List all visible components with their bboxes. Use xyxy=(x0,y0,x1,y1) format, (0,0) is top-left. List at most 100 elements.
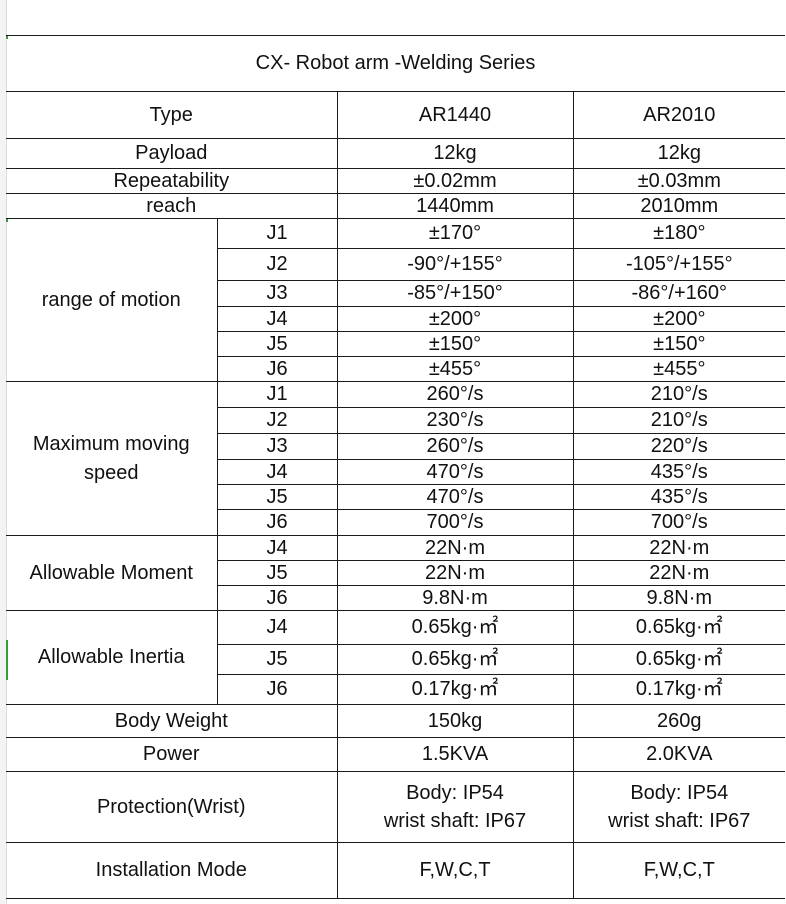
value-ar2010: ±180° xyxy=(572,218,786,249)
joint-label: J4 xyxy=(216,459,338,485)
value-ar1440: 150kg xyxy=(336,704,574,738)
value-ar1440: 0.65kg·㎡ xyxy=(336,644,574,675)
value-ar1440: Body: IP54 wrist shaft: IP67 xyxy=(336,771,574,843)
row-label: Repeatability xyxy=(6,168,338,194)
value-ar2010: 2.0KVA xyxy=(572,737,786,772)
value-ar1440: 470°/s xyxy=(336,459,574,485)
group-label: Allowable Moment xyxy=(6,535,218,611)
row-label: Payload xyxy=(6,138,338,169)
table-row: range of motion J1 ±170° ±180° xyxy=(6,218,786,382)
value-ar1440: 0.17kg·㎡ xyxy=(336,674,574,705)
value-ar2010: ±200° xyxy=(572,306,786,332)
value-ar1440: ±0.02mm xyxy=(336,168,574,194)
value-ar1440: ±455° xyxy=(336,356,574,382)
value-ar2010: -86°/+160° xyxy=(572,280,786,307)
row-label: Body Weight xyxy=(6,704,338,738)
joint-label: J2 xyxy=(216,248,338,281)
value-ar1440: ±150° xyxy=(336,331,574,357)
value-ar2010: ±0.03mm xyxy=(572,168,786,194)
value-ar1440: 260°/s xyxy=(336,381,574,408)
value-ar1440: 22N·m xyxy=(336,535,574,561)
table-row: J5 22N·m 22N·m xyxy=(6,560,786,586)
value-ar1440: -85°/+150° xyxy=(336,280,574,307)
table-row: J6 ±455° ±455° xyxy=(6,356,786,382)
table-row: J2 -90°/+155° -105°/+155° xyxy=(6,248,786,281)
joint-label: J1 xyxy=(216,381,338,408)
header-model: AR2010 xyxy=(572,91,786,139)
value-ar2010: 2010mm xyxy=(572,193,786,219)
value-ar1440: 700°/s xyxy=(336,509,574,536)
value-ar1440: 470°/s xyxy=(336,484,574,510)
value-ar1440: 22N·m xyxy=(336,560,574,586)
joint-label: J4 xyxy=(216,306,338,332)
value-ar2010: 700°/s xyxy=(572,509,786,536)
value-ar1440: 9.8N·m xyxy=(336,585,574,611)
joint-label: J4 xyxy=(216,610,338,645)
joint-label: J3 xyxy=(216,433,338,460)
joint-label: J6 xyxy=(216,674,338,705)
value-ar1440: -90°/+155° xyxy=(336,248,574,281)
value-ar2010: 0.17kg·㎡ xyxy=(572,674,786,705)
value-ar2010: 220°/s xyxy=(572,433,786,460)
table-row: Power 1.5KVA 2.0KVA xyxy=(6,737,786,772)
value-ar2010: Body: IP54 wrist shaft: IP67 xyxy=(572,771,786,843)
value-ar2010: 22N·m xyxy=(572,560,786,586)
table-row: J5 ±150° ±150° xyxy=(6,331,786,357)
joint-label: J6 xyxy=(216,356,338,382)
value-ar2010: ±455° xyxy=(572,356,786,382)
joint-label: J6 xyxy=(216,585,338,611)
table-row: Protection(Wrist) Body: IP54 wrist shaft:… xyxy=(6,771,786,843)
table-row: Installation Mode F,W,C,T F,W,C,T xyxy=(6,842,786,899)
value-ar2010: 210°/s xyxy=(572,381,786,408)
table-row: J3 260°/s 220°/s xyxy=(6,433,786,460)
value-ar1440: 12kg xyxy=(336,138,574,169)
table-row: Maximum moving speed J1 260°/s 210°/s xyxy=(6,381,786,536)
value-ar2010: ±150° xyxy=(572,331,786,357)
table-row: J6 700°/s 700°/s xyxy=(6,509,786,536)
group-label: Maximum moving speed xyxy=(6,381,218,536)
value-ar2010: 22N·m xyxy=(572,535,786,561)
value-ar1440: F,W,C,T xyxy=(336,842,574,899)
value-ar1440: 1440mm xyxy=(336,193,574,219)
value-ar2010: 12kg xyxy=(572,138,786,169)
table-title: CX- Robot arm -Welding Series xyxy=(6,35,786,92)
table-row: J6 9.8N·m 9.8N·m xyxy=(6,585,786,611)
table-row: J5 470°/s 435°/s xyxy=(6,484,786,510)
joint-label: J5 xyxy=(216,560,338,586)
value-ar1440: ±170° xyxy=(336,218,574,249)
table-row: J2 230°/s 210°/s xyxy=(6,407,786,434)
joint-label: J4 xyxy=(216,535,338,561)
joint-label: J6 xyxy=(216,509,338,536)
table-row: J6 0.17kg·㎡ 0.17kg·㎡ xyxy=(6,674,786,705)
joint-label: J3 xyxy=(216,280,338,307)
group-label: Allowable Inertia xyxy=(6,610,218,705)
value-ar2010: 435°/s xyxy=(572,484,786,510)
value-ar2010: 210°/s xyxy=(572,407,786,434)
table-row: Allowable Inertia J4 0.65kg·㎡ 0.65kg·㎡ xyxy=(6,610,786,705)
table-row: Payload 12kg 12kg xyxy=(6,138,786,169)
table-row: Repeatability ±0.02mm ±0.03mm xyxy=(6,168,786,194)
value-ar2010: 9.8N·m xyxy=(572,585,786,611)
table-row: Allowable Moment J4 22N·m 22N·m xyxy=(6,535,786,611)
value-ar1440: 1.5KVA xyxy=(336,737,574,772)
value-ar2010: -105°/+155° xyxy=(572,248,786,281)
table-row: reach 1440mm 2010mm xyxy=(6,193,786,219)
header-row: Type AR1440 AR2010 xyxy=(6,91,786,139)
value-ar2010: 0.65kg·㎡ xyxy=(572,610,786,645)
joint-label: J1 xyxy=(216,218,338,249)
row-label: Installation Mode xyxy=(6,842,338,899)
row-label: Protection(Wrist) xyxy=(6,771,338,843)
header-type: Type xyxy=(6,91,338,139)
value-ar1440: 0.65kg·㎡ xyxy=(336,610,574,645)
joint-label: J5 xyxy=(216,644,338,675)
header-model: AR1440 xyxy=(336,91,574,139)
value-ar2010: F,W,C,T xyxy=(572,842,786,899)
value-ar1440: ±200° xyxy=(336,306,574,332)
spec-table: CX- Robot arm -Welding Series Type AR144… xyxy=(6,35,786,899)
table-row: Body Weight 150kg 260g xyxy=(6,704,786,738)
value-ar2010: 260g xyxy=(572,704,786,738)
joint-label: J2 xyxy=(216,407,338,434)
value-ar1440: 230°/s xyxy=(336,407,574,434)
row-label: Power xyxy=(6,737,338,772)
row-label: reach xyxy=(6,193,338,219)
